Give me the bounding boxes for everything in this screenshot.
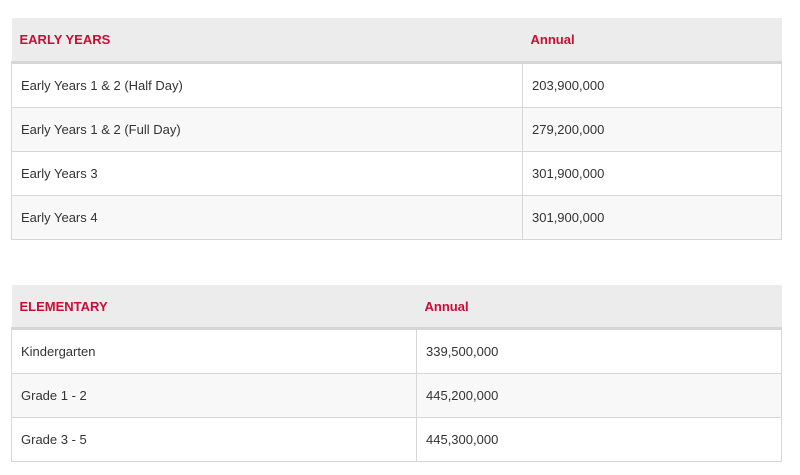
annual-column-header: Annual	[416, 285, 782, 330]
elementary-fee-table: ELEMENTARY Annual Kindergarten 339,500,0…	[11, 285, 782, 462]
grade-cell: Early Years 1 & 2 (Half Day)	[11, 62, 523, 108]
table-header-row: EARLY YEARS Annual	[11, 18, 782, 64]
annual-fee-cell: 339,500,000	[416, 328, 782, 374]
grade-cell: Kindergarten	[11, 328, 417, 374]
grade-cell: Grade 1 - 2	[11, 373, 417, 418]
annual-fee-cell: 301,900,000	[522, 151, 782, 196]
annual-fee-cell: 301,900,000	[522, 195, 782, 240]
grade-cell: Early Years 3	[11, 151, 523, 196]
grade-cell: Grade 3 - 5	[11, 417, 417, 462]
annual-fee-cell: 445,200,000	[416, 373, 782, 418]
annual-fee-cell: 445,300,000	[416, 417, 782, 462]
table-row: Early Years 1 & 2 (Half Day) 203,900,000	[11, 62, 782, 108]
annual-fee-cell: 279,200,000	[522, 107, 782, 152]
table-header-row: ELEMENTARY Annual	[11, 285, 782, 330]
section-heading: ELEMENTARY	[11, 285, 417, 330]
annual-fee-cell: 203,900,000	[522, 62, 782, 108]
table-row: Kindergarten 339,500,000	[11, 328, 782, 374]
table-row: Early Years 3 301,900,000	[11, 151, 782, 196]
table-row: Grade 1 - 2 445,200,000	[11, 373, 782, 418]
grade-cell: Early Years 4	[11, 195, 523, 240]
grade-cell: Early Years 1 & 2 (Full Day)	[11, 107, 523, 152]
early-years-fee-table: EARLY YEARS Annual Early Years 1 & 2 (Ha…	[11, 18, 782, 240]
table-row: Early Years 4 301,900,000	[11, 195, 782, 240]
table-row: Grade 3 - 5 445,300,000	[11, 417, 782, 462]
section-heading: EARLY YEARS	[11, 18, 523, 64]
annual-column-header: Annual	[522, 18, 782, 64]
table-row: Early Years 1 & 2 (Full Day) 279,200,000	[11, 107, 782, 152]
